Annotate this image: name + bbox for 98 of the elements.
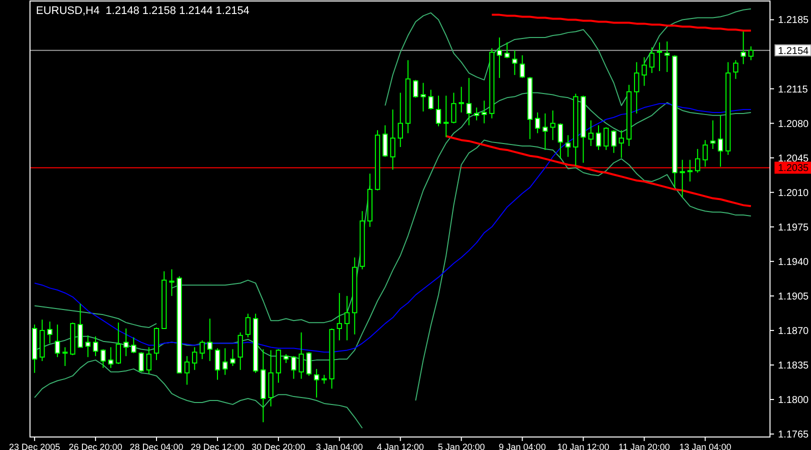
candlestick <box>534 112 540 134</box>
candlestick <box>680 159 685 198</box>
candlestick <box>444 95 449 138</box>
candlestick <box>291 356 296 380</box>
candlestick <box>740 31 746 65</box>
candlestick <box>649 46 654 74</box>
candlestick <box>238 332 243 370</box>
y-tick-label: 1.2185 <box>778 15 810 26</box>
candlestick <box>390 109 396 170</box>
x-tick-label: 13 Jan 04:00 <box>679 442 732 450</box>
x-tick-label: 11 Jan 20:00 <box>618 442 670 450</box>
candlestick <box>474 107 480 121</box>
y-tick-label: 1.1940 <box>778 256 810 268</box>
candlestick <box>131 336 136 354</box>
candlestick <box>123 328 129 357</box>
candlestick <box>420 82 426 112</box>
candlestick <box>398 92 403 148</box>
x-tick-label: 28 Dec 04:00 <box>130 442 184 450</box>
chart-title: EURUSD,H4 1.2148 1.2158 1.2144 1.2154 <box>36 5 250 17</box>
candlestick <box>718 114 724 168</box>
candlestick <box>47 321 52 344</box>
candlestick <box>138 352 144 372</box>
ref-line-label: 1.2154 <box>778 46 810 57</box>
candlestick <box>588 120 594 147</box>
candlestick <box>520 54 525 78</box>
candlestick <box>642 56 647 86</box>
candlestick <box>306 352 312 376</box>
candlestick <box>748 46 754 61</box>
candlestick <box>116 322 121 365</box>
x-tick-label: 10 Jan 12:00 <box>557 442 610 450</box>
candlestick <box>276 348 282 384</box>
candlestick <box>558 122 564 160</box>
candlestick <box>336 292 342 341</box>
candlestick <box>482 100 487 124</box>
candlestick <box>687 159 693 182</box>
x-tick-label: 4 Jan 12:00 <box>376 442 424 450</box>
candlestick <box>146 346 152 374</box>
candlestick <box>504 42 510 59</box>
candlestick <box>200 340 205 360</box>
line-series <box>490 14 752 32</box>
y-tick-label: 1.1765 <box>778 430 810 441</box>
candlestick <box>100 348 106 368</box>
candlestick <box>542 112 548 150</box>
x-tick-label: 26 Dec 20:00 <box>68 442 122 450</box>
candlestick <box>192 346 198 370</box>
x-tick-label: 9 Jan 04:00 <box>498 442 546 450</box>
candlestick <box>565 134 571 158</box>
candlestick <box>458 86 464 113</box>
candlestick <box>314 368 320 398</box>
candlestick <box>596 124 602 150</box>
candlestick <box>169 268 174 296</box>
ref-line-label: 1.2035 <box>778 163 810 174</box>
y-tick-label: 1.2080 <box>778 118 810 130</box>
candlestick <box>466 77 472 126</box>
x-tick-label: 30 Dec 20:00 <box>252 442 306 450</box>
candlestick <box>92 336 98 357</box>
candlestick <box>702 140 708 168</box>
x-tick-label: 5 Jan 20:00 <box>438 442 485 450</box>
candlestick <box>604 126 609 150</box>
y-tick-label: 1.1870 <box>778 326 810 337</box>
y-tick-label: 1.2010 <box>778 188 810 199</box>
candlestick <box>413 79 418 98</box>
y-tick-label: 1.1800 <box>778 395 810 406</box>
candlestick <box>298 332 304 380</box>
candlestick <box>656 42 662 72</box>
candlestick <box>382 124 388 158</box>
x-tick-label: 3 Jan 04:00 <box>316 442 363 450</box>
candlestick <box>222 348 228 376</box>
y-tick-label: 1.2115 <box>778 84 808 96</box>
candlestick <box>230 348 236 366</box>
candlestick <box>62 346 68 366</box>
candlestick <box>618 130 624 158</box>
candlestick <box>611 130 616 154</box>
candlestick <box>664 40 670 73</box>
x-tick-label: 29 Dec 12:00 <box>190 442 244 450</box>
candlestick <box>344 295 350 341</box>
candlestick <box>451 92 456 124</box>
candlestick <box>108 346 114 368</box>
candlestick <box>428 89 434 110</box>
x-tick-label: 23 Dec 2005 <box>9 442 60 450</box>
candlestick <box>245 313 251 338</box>
candlestick <box>512 50 518 76</box>
candlestick <box>54 324 60 358</box>
candlestick <box>710 120 716 150</box>
y-tick-label: 1.1835 <box>778 360 810 372</box>
candlestick <box>496 37 502 78</box>
candlestick <box>695 148 700 174</box>
candlestick <box>436 95 442 127</box>
y-tick-label: 1.1905 <box>778 291 810 302</box>
candlestick <box>184 356 190 386</box>
candlestick <box>550 110 556 141</box>
candlestick <box>207 318 212 362</box>
candlestick <box>214 348 220 380</box>
y-tick-label: 1.1975 <box>778 222 810 234</box>
candlestick <box>733 60 738 80</box>
candlestick <box>78 303 83 348</box>
candlestick <box>634 62 640 114</box>
candlestick <box>85 334 91 358</box>
